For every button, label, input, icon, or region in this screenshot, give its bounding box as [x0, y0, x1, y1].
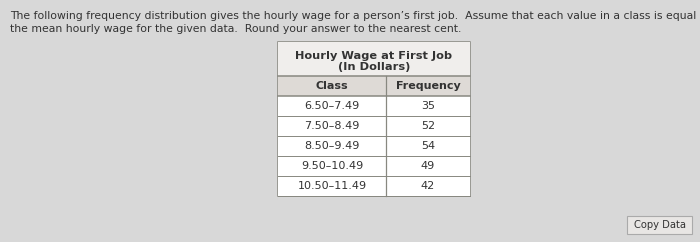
Text: 9.50–10.49: 9.50–10.49	[301, 161, 363, 171]
Text: 49: 49	[421, 161, 435, 171]
Text: 6.50–7.49: 6.50–7.49	[304, 101, 360, 111]
Text: Frequency: Frequency	[395, 81, 461, 91]
Bar	[278, 116, 470, 136]
Bar	[278, 42, 470, 196]
Text: The following frequency distribution gives the hourly wage for a person’s first : The following frequency distribution giv…	[10, 11, 700, 21]
Bar	[278, 42, 470, 76]
Text: (In Dollars): (In Dollars)	[338, 62, 410, 72]
Text: 8.50–9.49: 8.50–9.49	[304, 141, 360, 151]
Bar	[278, 156, 470, 176]
Text: Hourly Wage at First Job: Hourly Wage at First Job	[295, 51, 453, 61]
Text: 42: 42	[421, 181, 435, 191]
Text: 52: 52	[421, 121, 435, 131]
Bar	[278, 76, 470, 96]
Text: 7.50–8.49: 7.50–8.49	[304, 121, 360, 131]
Text: 10.50–11.49: 10.50–11.49	[298, 181, 367, 191]
Bar	[627, 216, 692, 234]
Text: Class: Class	[316, 81, 349, 91]
Text: 54: 54	[421, 141, 435, 151]
Bar	[278, 96, 470, 116]
Bar	[278, 176, 470, 196]
Text: Copy Data: Copy Data	[634, 220, 685, 230]
Text: the mean hourly wage for the given data.  Round your answer to the nearest cent.: the mean hourly wage for the given data.…	[10, 24, 461, 34]
Text: 35: 35	[421, 101, 435, 111]
Bar	[278, 136, 470, 156]
